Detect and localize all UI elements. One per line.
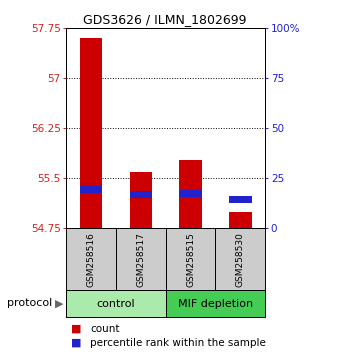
Text: GSM258515: GSM258515 (186, 232, 195, 287)
Text: count: count (90, 324, 120, 333)
Text: percentile rank within the sample: percentile rank within the sample (90, 338, 266, 348)
Bar (229, 196, 252, 202)
Text: GSM258516: GSM258516 (87, 232, 96, 287)
Text: ■: ■ (71, 338, 82, 348)
Text: MIF depletion: MIF depletion (178, 298, 253, 309)
Bar (180, 190, 202, 197)
Bar (130, 191, 152, 198)
Bar (180, 160, 202, 228)
Bar (166, 290, 265, 317)
Bar (80, 38, 102, 228)
Text: GDS3626 / ILMN_1802699: GDS3626 / ILMN_1802699 (83, 13, 246, 27)
Text: ■: ■ (71, 324, 82, 333)
Text: protocol: protocol (7, 298, 52, 308)
Text: GSM258530: GSM258530 (236, 232, 245, 287)
Bar (66, 290, 166, 317)
Bar (80, 186, 102, 193)
Text: ▶: ▶ (55, 298, 64, 308)
Text: GSM258517: GSM258517 (136, 232, 146, 287)
Bar (130, 172, 152, 228)
Bar (229, 212, 252, 228)
Text: control: control (97, 298, 135, 309)
